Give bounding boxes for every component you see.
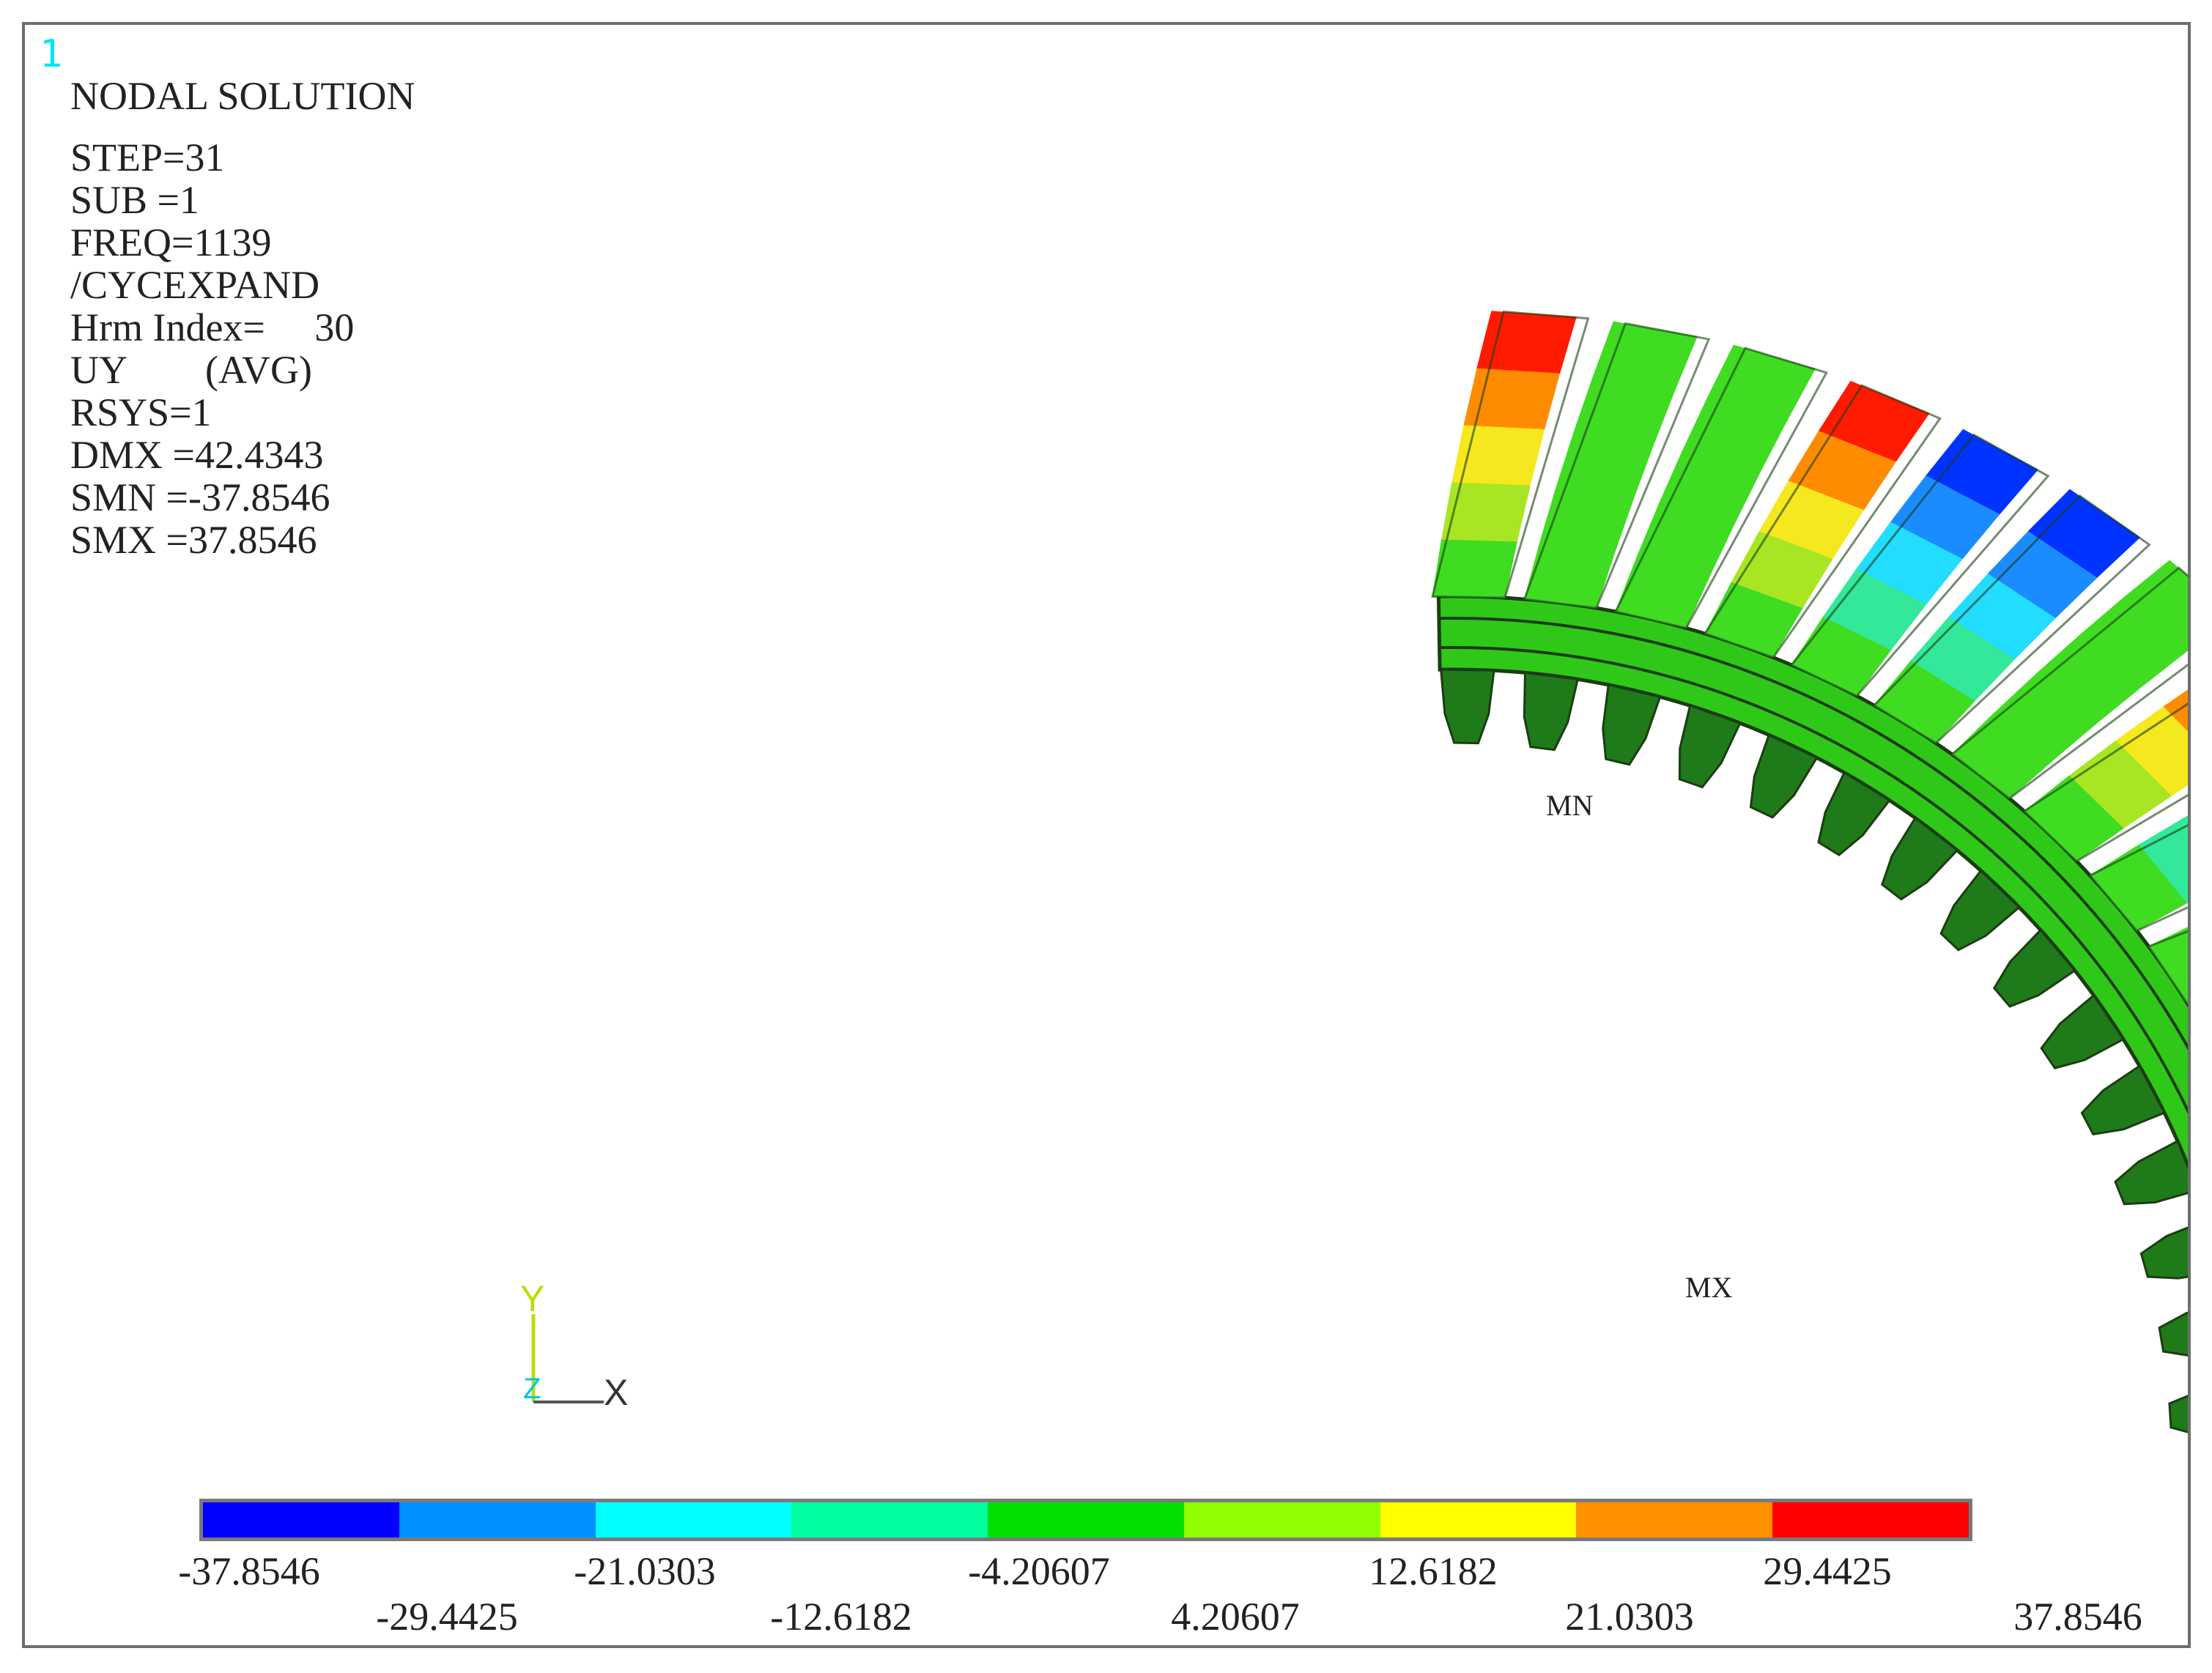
blade-band-4: [1476, 311, 1577, 374]
blade-root: [2040, 993, 2126, 1069]
blade-band-2: [1451, 424, 1545, 486]
legend-swatch-7: [1576, 1502, 1773, 1537]
blade-outline: [2147, 930, 2188, 1006]
blade-11: [2080, 1064, 2167, 1136]
triad-z-label: Z: [523, 1373, 541, 1405]
blade-outline: [2022, 702, 2188, 863]
blade-root: [1992, 928, 2077, 1008]
blade-band-1: [1441, 481, 1531, 542]
info-line-freq: FREQ=1139: [70, 220, 272, 264]
legend-value-3: -12.6182: [770, 1595, 912, 1639]
disk-rim: [1436, 594, 2188, 1171]
blade-outline: [1703, 384, 1942, 659]
info-line-sub: SUB =1: [70, 178, 200, 222]
min-marker-label: MN: [1546, 789, 1594, 822]
legend-value-4: -4.20607: [968, 1549, 1110, 1593]
blade-outline: [1789, 433, 2050, 698]
blade-root: [2114, 1139, 2188, 1206]
info-line-step: STEP=31: [70, 136, 225, 179]
blade-13: [2139, 1226, 2188, 1280]
blade-band-1: [2138, 815, 2188, 904]
info-line-title: NODAL SOLUTION: [70, 74, 415, 118]
blade-band-4: [2123, 560, 2188, 651]
fe-model-view: [531, 310, 2188, 1433]
blade-8: [1939, 689, 2188, 952]
legend-swatch-2: [595, 1502, 792, 1537]
plot-info-block: NODAL SOLUTION STEP=31 SUB =1 FREQ=1139 …: [70, 75, 415, 561]
info-line-harmonic-index: Hrm Index= 30: [70, 305, 355, 349]
blade-outline: [1431, 310, 1590, 599]
info-line-dmx: DMX =42.4343: [70, 433, 324, 477]
triad-y-label: Y: [520, 1278, 545, 1319]
disk-rim-line-0: [1439, 646, 2188, 1115]
blade-root: [1523, 671, 1580, 752]
blade-outline: [2088, 824, 2188, 932]
disk-rim-line-1: [1438, 617, 2188, 1050]
blade-12: [2114, 1139, 2188, 1206]
blade-outline: [1613, 346, 1829, 630]
blade-root: [1440, 668, 1495, 745]
blade-root: [1749, 733, 1819, 819]
info-line-smn: SMN =-37.8546: [70, 475, 330, 519]
legend-swatch-1: [399, 1502, 596, 1537]
legend-swatch-6: [1380, 1502, 1577, 1537]
blade-10: [2040, 927, 2188, 1069]
info-line-result-item: UY (AVG): [70, 348, 312, 392]
blade-root: [1881, 816, 1959, 901]
blade-root: [1678, 704, 1742, 789]
blade-root: [1602, 683, 1662, 766]
legend-value-2: -21.0303: [574, 1549, 716, 1593]
triad-x-label: X: [604, 1372, 629, 1413]
legend-swatch-0: [203, 1502, 399, 1537]
blade-outline: [1950, 566, 2188, 800]
legend-value-8: 29.4425: [1763, 1549, 1892, 1593]
info-line-smx: SMX =37.8546: [70, 518, 317, 562]
legend-value-6: 12.6182: [1369, 1549, 1498, 1593]
legend-swatch-3: [791, 1502, 988, 1537]
legend-value-0: -37.8546: [178, 1549, 320, 1593]
graphics-viewport[interactable]: 1 NODAL SOLUTION STEP=31 SUB =1 FREQ=113…: [22, 22, 2191, 1648]
triad-axes: [531, 1314, 604, 1403]
blade-root: [1939, 869, 2021, 952]
blade-root: [2139, 1226, 2188, 1280]
blade-14: [2158, 1311, 2188, 1357]
blade-outline: [1523, 322, 1711, 609]
legend-swatch-8: [1772, 1502, 1969, 1537]
blade-band-2: [2115, 705, 2188, 796]
legend-value-1: -29.4425: [376, 1595, 518, 1639]
blade-3: [1602, 344, 1829, 766]
blade-root: [2158, 1311, 2188, 1357]
blade-4: [1678, 380, 1942, 789]
legend-swatch-5: [1183, 1502, 1380, 1537]
blade-root: [1817, 771, 1892, 856]
legend-value-5: 4.20607: [1171, 1595, 1300, 1639]
legend-value-7: 21.0303: [1565, 1595, 1694, 1639]
blade-15: [2168, 1395, 2188, 1433]
blade-outline: [1872, 494, 2151, 745]
blade-1: [1431, 310, 1590, 745]
info-line-rsys: RSYS=1: [70, 390, 212, 434]
blade-2: [1523, 321, 1711, 752]
blade-band-3: [1463, 367, 1561, 429]
blade-9: [1992, 815, 2188, 1008]
blade-root: [2168, 1395, 2188, 1433]
legend-swatch-4: [988, 1502, 1184, 1537]
blade-5: [1749, 429, 2050, 819]
contour-legend-bar: [199, 1499, 1972, 1541]
window-number: 1: [40, 32, 63, 76]
blade-6: [1817, 489, 2151, 856]
max-marker-label: MX: [1685, 1271, 1733, 1304]
blade-7: [1881, 560, 2188, 901]
legend-value-9: 37.8546: [2013, 1595, 2142, 1639]
info-line-cycexpand: /CYCEXPAND: [70, 263, 320, 307]
blade-root: [2080, 1064, 2167, 1136]
